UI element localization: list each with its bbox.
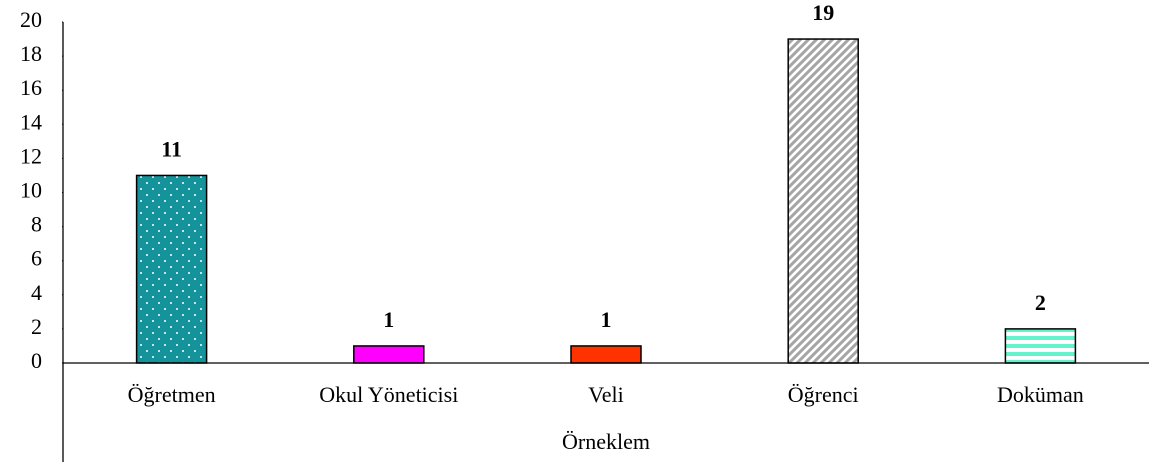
value-label: 1 [383, 307, 394, 332]
x-tick-label: Doküman [997, 382, 1084, 407]
y-tick-label: 10 [20, 178, 42, 203]
bar [353, 345, 425, 364]
y-tick-label: 14 [20, 109, 42, 134]
y-tick-label: 20 [20, 7, 42, 32]
y-tick-label: 6 [31, 246, 42, 271]
value-label: 2 [1035, 290, 1046, 315]
bar [135, 174, 208, 364]
y-tick-label: 0 [31, 348, 42, 373]
x-tick-label: Veli [588, 382, 623, 407]
y-tick-label: 8 [31, 212, 42, 237]
y-tick-label: 18 [20, 41, 42, 66]
value-label: 19 [812, 0, 834, 25]
value-label: 11 [161, 136, 182, 161]
bar [570, 345, 642, 364]
bar [787, 38, 859, 364]
y-tick-label: 12 [20, 143, 42, 168]
x-axis-label: Örneklem [562, 429, 650, 454]
bar [1004, 328, 1077, 364]
y-tick-label: 2 [31, 314, 42, 339]
x-tick-label: Öğretmen [128, 382, 216, 407]
x-tick-label: Okul Yöneticisi [319, 382, 458, 407]
y-tick-label: 16 [20, 75, 42, 100]
value-label: 1 [601, 307, 612, 332]
y-tick-label: 4 [31, 280, 42, 305]
x-tick-label: Öğrenci [788, 382, 859, 407]
